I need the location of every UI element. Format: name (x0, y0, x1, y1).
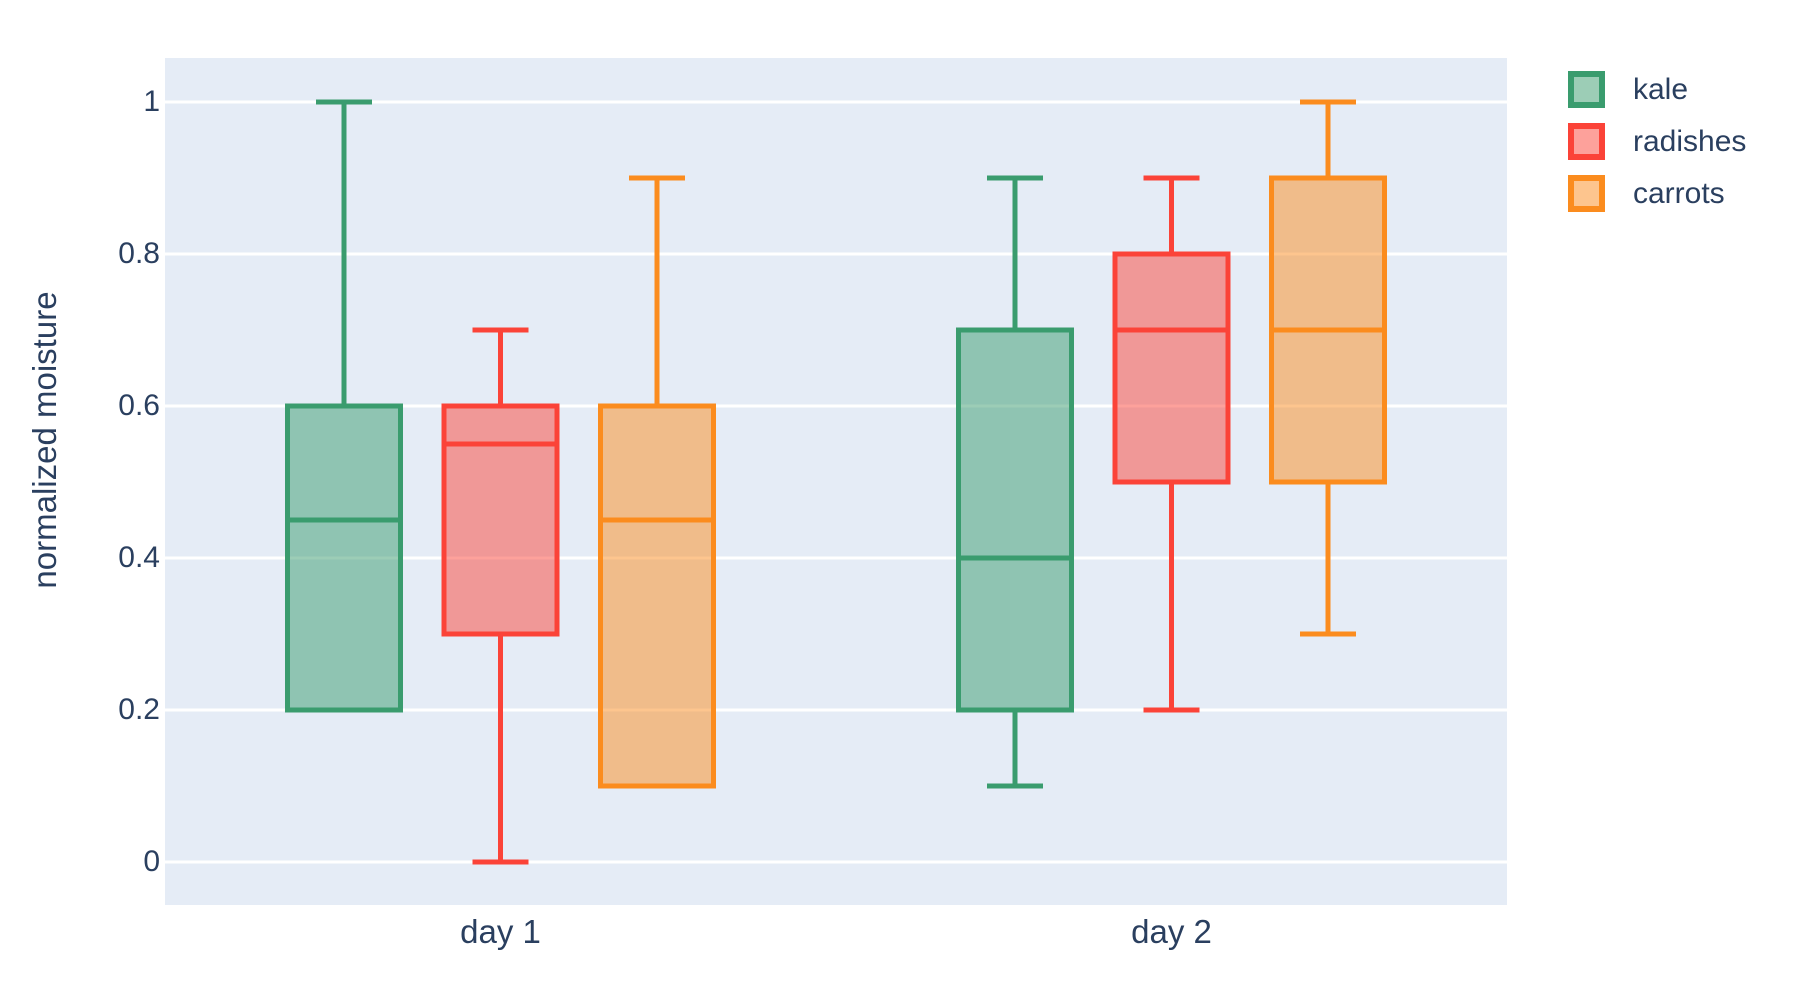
legend-swatch-icon (1568, 71, 1605, 108)
legend-item-carrots[interactable]: carrots (1568, 175, 1746, 212)
iqr-box (956, 327, 1074, 713)
y-tick-label: 0.8 (118, 237, 160, 270)
legend-swatch-icon (1568, 175, 1605, 212)
box-radishes-day1[interactable] (441, 327, 560, 865)
iqr-box (598, 403, 716, 789)
x-tick-label: day 2 (1131, 913, 1212, 950)
legend-label: carrots (1633, 177, 1725, 210)
y-tick-label: 0.6 (118, 389, 160, 422)
x-tick-label: day 1 (460, 913, 541, 950)
iqr-box (285, 403, 403, 713)
y-tick-label: 0.4 (118, 541, 160, 574)
box-carrots-day2[interactable] (1269, 99, 1387, 637)
plot-canvas (165, 99, 1507, 865)
legend-label: kale (1633, 73, 1689, 106)
legend: kale radishes carrots (1568, 71, 1746, 212)
y-tick-label: 0 (143, 845, 160, 878)
box-kale-day1[interactable] (285, 99, 403, 713)
box-carrots-day1[interactable] (598, 175, 716, 789)
box-radishes-day2[interactable] (1112, 175, 1231, 713)
legend-label: radishes (1633, 125, 1747, 158)
box-kale-day2[interactable] (956, 175, 1074, 789)
iqr-box (441, 403, 560, 637)
legend-item-radishes[interactable]: radishes (1568, 123, 1746, 160)
y-tick-label: 1 (143, 85, 160, 118)
iqr-box (1112, 251, 1231, 485)
legend-swatch-icon (1568, 123, 1605, 160)
legend-item-kale[interactable]: kale (1568, 71, 1746, 108)
plot-area (165, 58, 1507, 905)
y-tick-label: 0.2 (118, 693, 160, 726)
